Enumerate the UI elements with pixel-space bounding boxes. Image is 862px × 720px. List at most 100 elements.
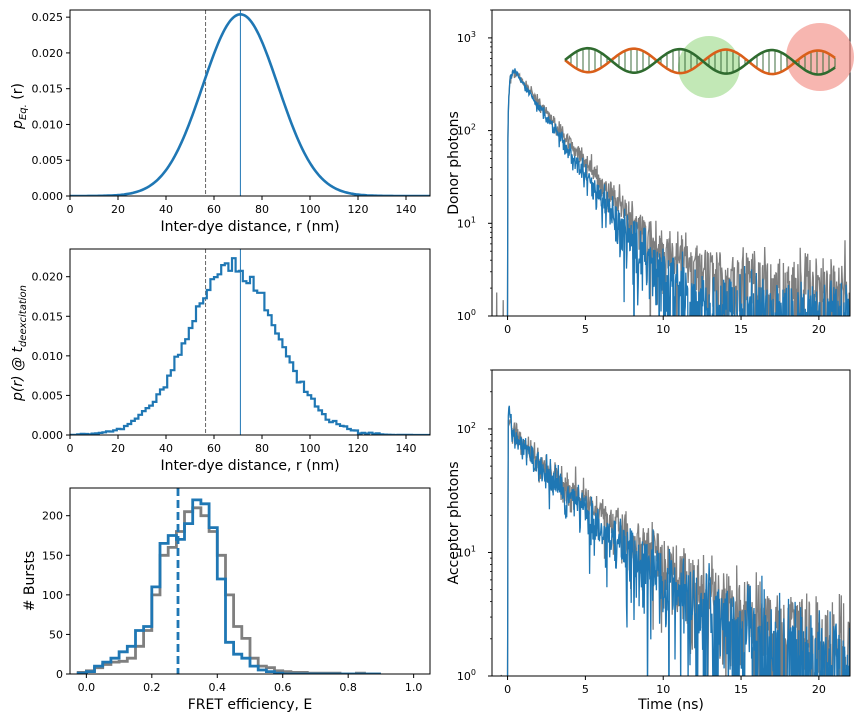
y-tick-label: 50 [49,628,63,641]
x-tick-label: 80 [255,442,269,455]
x-axis-label: Inter-dye distance, r (nm) [160,458,339,474]
x-tick-label: 0 [67,203,74,216]
series-step [70,257,430,435]
x-tick-label: 100 [300,442,321,455]
y-tick-label: 102 [457,123,476,138]
x-tick-label: 120 [348,442,369,455]
y-tick-label: 0.000 [32,190,64,203]
y-tick-label: 0.015 [32,83,64,96]
tick-exponent: 3 [471,30,476,39]
x-tick-label: 0.4 [209,681,227,694]
y-axis-label: pEq. (r) [10,83,29,130]
plot-area [70,10,430,196]
tick-exponent: 2 [471,123,476,132]
decay-blue [506,405,850,676]
y-tick-label: 0.025 [32,11,64,24]
series-line [70,12,430,196]
y-tick-label: 0.010 [32,350,64,363]
x-tick-label: 40 [159,442,173,455]
x-tick-label: 15 [734,683,748,696]
panel-distance-deexcitation: Inter-dye distance, r (nm) p(r) @ tdeexc… [10,248,431,474]
histogram-gray [76,506,381,674]
x-tick-label: 10 [656,323,670,336]
x-tick-label: 0.6 [274,681,292,694]
y-tick-label: 102 [457,421,476,436]
x-tick-label: 0.2 [143,681,161,694]
x-tick-label: 15 [734,323,748,336]
tick-base: 10 [457,423,471,436]
tick-base: 10 [457,670,471,683]
y-tick-label: 0.010 [32,118,64,131]
y-axis-label: Acceptor photons [446,461,462,584]
axes-frame [69,9,431,197]
x-tick-label: 20 [111,442,125,455]
x-tick-label: 20 [812,683,826,696]
dna-dye-illustration [564,23,854,98]
x-tick-label: 20 [812,323,826,336]
y-tick-label: 0.020 [32,271,64,284]
y-tick-label: 0.000 [32,429,64,442]
y-axis-label: # Bursts [22,551,38,612]
y-tick-label: 0.005 [32,154,64,167]
axes-frame [69,487,431,675]
x-axis-label: Inter-dye distance, r (nm) [160,219,339,235]
dna-strand [564,46,836,76]
x-tick-label: 1.0 [405,681,423,694]
plot-area [76,488,381,674]
x-tick-label: 60 [207,203,221,216]
y-tick-label: 0.015 [32,310,64,323]
x-tick-label: 140 [396,442,417,455]
tick-base: 10 [457,217,471,230]
x-tick-label: 40 [159,203,173,216]
y-tick-label: 0.005 [32,389,64,402]
plot-area [70,249,430,435]
y-tick-label: 100 [42,589,63,602]
plot-area [500,405,850,676]
y-axis-label: p(r) @ tdeexcitation [10,285,29,402]
panel-acceptor-decay: Time (ns) Acceptor photons 0 5 10 15 2010010… [446,369,851,713]
tick-exponent: 0 [471,668,476,677]
tick-exponent: 1 [471,544,476,553]
x-tick-label: 0.8 [339,681,357,694]
x-axis-label: Time (ns) [637,697,704,713]
x-tick-label: 0 [504,323,511,336]
x-tick-label: 10 [656,683,670,696]
tick-base: 10 [457,32,471,45]
x-tick-label: 140 [396,203,417,216]
x-tick-label: 0 [67,442,74,455]
y-tick-label: 150 [42,549,63,562]
axes-frame [69,248,431,436]
axes-frame [491,369,851,677]
tick-base: 10 [457,125,471,138]
y-tick-label: 200 [42,510,63,523]
x-tick-label: 100 [300,203,321,216]
x-tick-label: 80 [255,203,269,216]
y-tick-label: 100 [457,668,476,683]
acceptor-dye-volume [786,23,854,91]
tick-base: 10 [457,546,471,559]
tick-exponent: 0 [471,308,476,317]
x-tick-label: 0.0 [78,681,96,694]
x-tick-label: 5 [582,683,589,696]
y-tick-label: 103 [457,30,476,45]
panel-distance-equilibrium: Inter-dye distance, r (nm) pEq. (r) 0 20 4… [10,9,431,235]
x-tick-label: 60 [207,442,221,455]
tick-exponent: 2 [471,421,476,430]
y-tick-label: 0.020 [32,47,64,60]
x-tick-label: 0 [504,683,511,696]
x-tick-label: 20 [111,203,125,216]
decay-gray [495,70,850,316]
x-axis-label: FRET efficiency, E [188,697,313,713]
decay-blue [506,68,850,316]
y-tick-label: 100 [457,308,476,323]
axes-frame [491,9,851,317]
y-axis-label: Donor photons [446,111,462,215]
x-tick-label: 120 [348,203,369,216]
plot-area [495,68,850,316]
panel-fret-histogram: FRET efficiency, E # Bursts 0.0 0.2 0.4 0.6… [22,487,431,713]
tick-exponent: 1 [471,215,476,224]
y-tick-label: 101 [457,544,476,559]
x-tick-label: 5 [582,323,589,336]
